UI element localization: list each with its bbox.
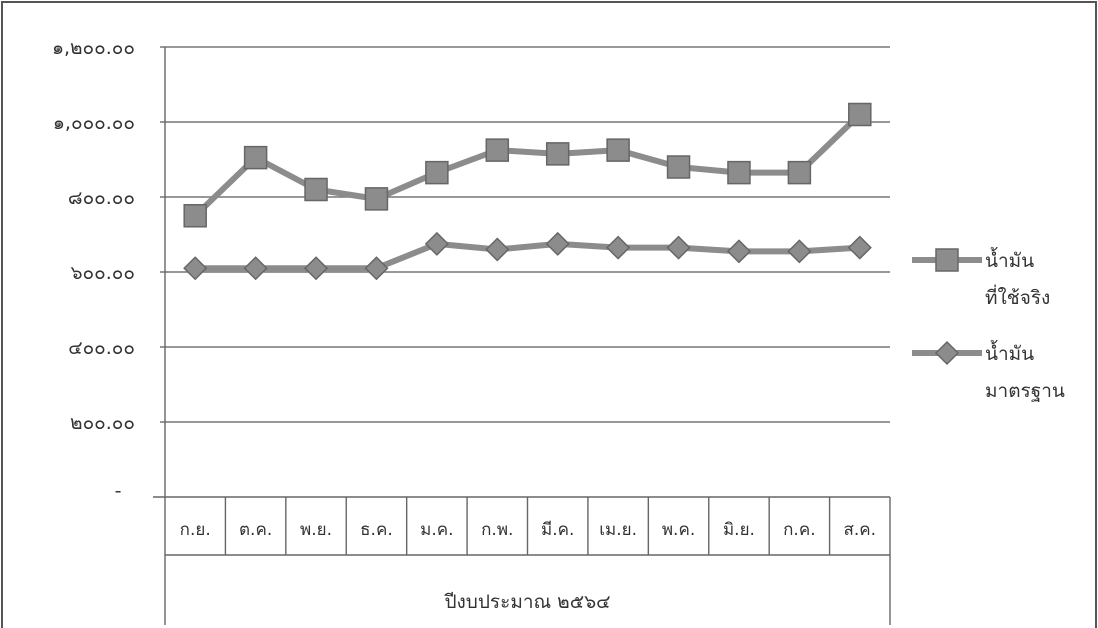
x-tick-label: ต.ค. (239, 520, 272, 540)
data-point-diamond (485, 237, 510, 262)
data-point-diamond (364, 256, 389, 281)
y-tick-label: ๑,๒๐๐.๐๐ (52, 37, 135, 59)
data-point-diamond (847, 235, 872, 260)
data-point-square (545, 142, 570, 166)
data-point-square (848, 102, 872, 127)
x-tick-label: ส.ค. (844, 520, 877, 540)
data-point-square (727, 160, 751, 185)
y-tick-label: ๑,๐๐๐.๐๐ (53, 112, 135, 134)
series-line-diamond (195, 240, 860, 272)
x-tick-label: ก.พ. (481, 520, 513, 540)
data-point-diamond (666, 235, 691, 260)
data-point-diamond (243, 256, 268, 281)
data-point-diamond (183, 256, 208, 281)
y-tick-label: ๖๐๐.๐๐ (71, 262, 136, 284)
y-tick-label: ๒๐๐.๐๐ (70, 412, 135, 434)
x-axis-title: ปีงบประมาณ ๒๕๖๔ (444, 591, 611, 613)
data-point-square (425, 160, 449, 185)
data-point-diamond (545, 231, 570, 256)
y-tick-label: ๘๐๐.๐๐ (68, 187, 135, 209)
data-point-diamond (303, 256, 329, 281)
series-line-square (193, 112, 862, 218)
data-point-diamond (606, 235, 631, 260)
legend-label: มาตรฐาน (985, 380, 1065, 402)
legend-marker-square (935, 248, 959, 272)
legend-label: น้ำมัน (985, 247, 1034, 272)
data-point-square (304, 177, 328, 202)
x-tick-label: มี.ค. (541, 520, 574, 540)
data-point-square (485, 138, 510, 162)
data-point-square (364, 187, 389, 211)
x-tick-label: ม.ค. (420, 520, 453, 540)
legend-label: ที่ใช้จริง (985, 284, 1050, 309)
legend-label: น้ำมัน (985, 340, 1034, 365)
x-tick-label: เม.ย. (599, 520, 637, 540)
data-point-diamond (726, 239, 752, 264)
data-point-square (243, 145, 268, 170)
data-point-diamond (787, 239, 812, 264)
data-point-square (183, 204, 207, 228)
x-tick-label: พ.ย. (300, 520, 332, 540)
data-point-square (787, 160, 812, 185)
data-point-square (666, 155, 691, 179)
y-tick-label: - (115, 480, 122, 502)
data-point-square (606, 138, 630, 162)
x-tick-label: ธ.ค. (360, 520, 393, 540)
x-tick-label: มิ.ย. (723, 520, 755, 540)
y-tick-label: ๔๐๐.๐๐ (68, 337, 135, 359)
x-tick-label: ก.ย. (180, 520, 211, 540)
x-tick-label: พ.ค. (662, 520, 695, 540)
x-tick-label: ก.ค. (783, 520, 815, 540)
data-point-diamond (424, 231, 449, 256)
legend-marker-diamond (934, 340, 960, 366)
